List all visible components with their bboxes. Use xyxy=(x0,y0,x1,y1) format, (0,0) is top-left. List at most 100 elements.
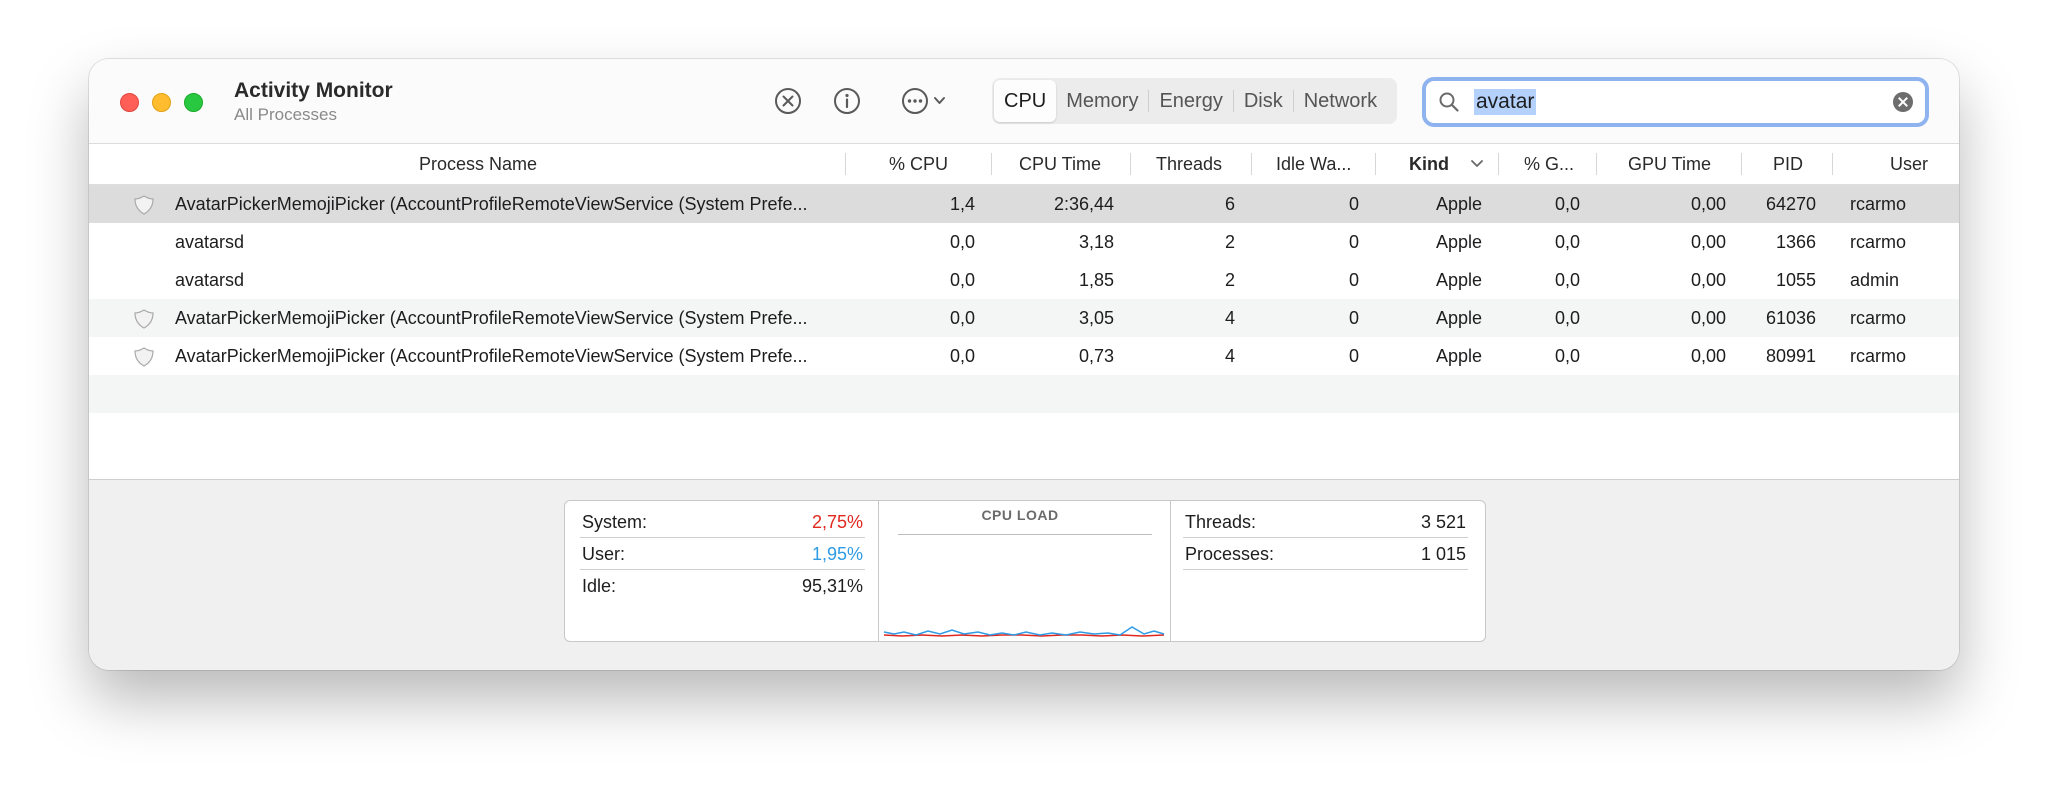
gpu-time: 0,00 xyxy=(1690,346,1726,366)
process-name: avatarsd xyxy=(175,270,245,290)
clear-search-button[interactable] xyxy=(1893,92,1913,112)
user-value: 1,95% xyxy=(811,544,863,564)
column-gpu-percent[interactable]: % G... xyxy=(1524,154,1575,174)
table-row[interactable]: avatarsd 0,0 3,18 2 0 Apple 0,0 0,00 136… xyxy=(89,223,1959,261)
column-divider xyxy=(1832,153,1833,175)
process-name: AvatarPickerMemojiPicker (AccountProfile… xyxy=(175,194,808,214)
table-divider xyxy=(89,479,1959,480)
minimize-window-button[interactable] xyxy=(152,93,171,112)
search-icon xyxy=(1439,92,1459,112)
process-name: AvatarPickerMemojiPicker (AccountProfile… xyxy=(175,308,808,328)
xmark-circle-icon xyxy=(775,88,801,114)
threads: 4 xyxy=(1224,346,1235,366)
empty-row xyxy=(89,375,1959,413)
table-row[interactable]: AvatarPickerMemojiPicker (AccountProfile… xyxy=(89,337,1959,375)
panel-divider xyxy=(1170,501,1171,641)
close-window-button[interactable] xyxy=(120,93,139,112)
processes-stat: Processes: 1 015 xyxy=(1183,539,1468,570)
shield-app-icon xyxy=(134,347,154,367)
idle-wake-ups: 0 xyxy=(1348,232,1359,252)
tab-cpu[interactable]: CPU xyxy=(994,80,1057,122)
idle-stat: Idle: 95,31% xyxy=(580,571,865,601)
tab-energy[interactable]: Energy xyxy=(1159,90,1223,112)
window-subtitle: All Processes xyxy=(234,105,337,124)
column-cpu-percent[interactable]: % CPU xyxy=(889,154,949,174)
user: rcarmo xyxy=(1850,346,1907,366)
column-divider xyxy=(1130,153,1131,175)
cpu-summary-area: System: 2,75% User: 1,95% Idle: 95,31% C… xyxy=(89,480,1959,670)
processes-label: Processes: xyxy=(1185,544,1275,564)
threads-value: 3 521 xyxy=(1420,512,1466,532)
column-pid[interactable]: PID xyxy=(1773,154,1804,174)
threads: 6 xyxy=(1224,194,1235,214)
tab-memory[interactable]: Memory xyxy=(1066,90,1139,112)
tab-divider xyxy=(1232,90,1234,112)
process-name: avatarsd xyxy=(175,232,245,252)
cpu-percent: 1,4 xyxy=(949,194,975,214)
column-divider xyxy=(1596,153,1597,175)
cpu-percent: 0,0 xyxy=(949,346,975,366)
system-label: System: xyxy=(582,512,648,532)
idle-wake-ups: 0 xyxy=(1348,270,1359,290)
pid: 64270 xyxy=(1765,194,1816,214)
column-divider xyxy=(1741,153,1742,175)
pid: 1055 xyxy=(1775,270,1816,290)
gpu-time: 0,00 xyxy=(1690,194,1726,214)
column-kind[interactable]: Kind xyxy=(1409,154,1449,174)
cpu-percent: 0,0 xyxy=(949,308,975,328)
toolbar: Activity Monitor All Processes xyxy=(89,59,1959,144)
gpu-percent: 0,0 xyxy=(1554,194,1580,214)
process-name: AvatarPickerMemojiPicker (AccountProfile… xyxy=(175,346,808,366)
idle-wake-ups: 0 xyxy=(1348,194,1359,214)
tab-network[interactable]: Network xyxy=(1303,90,1378,112)
idle-wake-ups: 0 xyxy=(1348,346,1359,366)
threads: 2 xyxy=(1224,232,1235,252)
more-actions-button[interactable] xyxy=(899,85,949,117)
gpu-time: 0,00 xyxy=(1690,232,1726,252)
cpu-load-rule xyxy=(898,534,1152,535)
table-header: Process Name % CPU CPU Time Threads Idle… xyxy=(89,144,1959,185)
empty-row xyxy=(89,413,1959,451)
search-input[interactable]: avatar xyxy=(1474,89,1537,115)
table-row[interactable]: AvatarPickerMemojiPicker (AccountProfile… xyxy=(89,185,1959,223)
column-user[interactable]: User xyxy=(1890,154,1929,174)
panel-divider xyxy=(878,501,879,641)
pid: 1366 xyxy=(1775,232,1816,252)
column-divider xyxy=(845,153,846,175)
column-divider xyxy=(1498,153,1499,175)
inspect-process-button[interactable] xyxy=(831,85,863,117)
tab-disk[interactable]: Disk xyxy=(1243,90,1283,112)
system-value: 2,75% xyxy=(811,512,863,532)
column-idle-wake-ups[interactable]: Idle Wa... xyxy=(1276,154,1352,174)
gpu-percent: 0,0 xyxy=(1554,270,1580,290)
cpu-percent: 0,0 xyxy=(949,270,975,290)
kind: Apple xyxy=(1435,308,1482,328)
info-circle-icon xyxy=(834,88,860,114)
pid: 80991 xyxy=(1765,346,1816,366)
column-gpu-time[interactable]: GPU Time xyxy=(1628,154,1712,174)
cpu-time: 3,05 xyxy=(1078,308,1114,328)
gpu-percent: 0,0 xyxy=(1554,308,1580,328)
shield-app-icon xyxy=(134,309,154,329)
column-divider xyxy=(991,153,992,175)
kind: Apple xyxy=(1435,194,1482,214)
gpu-percent: 0,0 xyxy=(1554,346,1580,366)
threads: 4 xyxy=(1224,308,1235,328)
table-row[interactable]: avatarsd 0,0 1,85 2 0 Apple 0,0 0,00 105… xyxy=(89,261,1959,299)
window-title: Activity Monitor xyxy=(234,79,393,102)
search-field[interactable]: avatar xyxy=(1422,77,1929,127)
pid: 61036 xyxy=(1765,308,1816,328)
idle-value: 95,31% xyxy=(801,576,863,596)
stop-process-button[interactable] xyxy=(772,85,804,117)
cpu-time: 1,85 xyxy=(1078,270,1114,290)
column-cpu-time[interactable]: CPU Time xyxy=(1019,154,1102,174)
kind: Apple xyxy=(1435,232,1482,252)
zoom-window-button[interactable] xyxy=(184,93,203,112)
gpu-time: 0,00 xyxy=(1690,270,1726,290)
column-process-name[interactable]: Process Name xyxy=(419,154,538,174)
table-row[interactable]: AvatarPickerMemojiPicker (AccountProfile… xyxy=(89,299,1959,337)
column-threads[interactable]: Threads xyxy=(1156,154,1223,174)
kind: Apple xyxy=(1435,346,1482,366)
user-label: User: xyxy=(582,544,626,564)
user-stat: User: 1,95% xyxy=(580,539,865,570)
